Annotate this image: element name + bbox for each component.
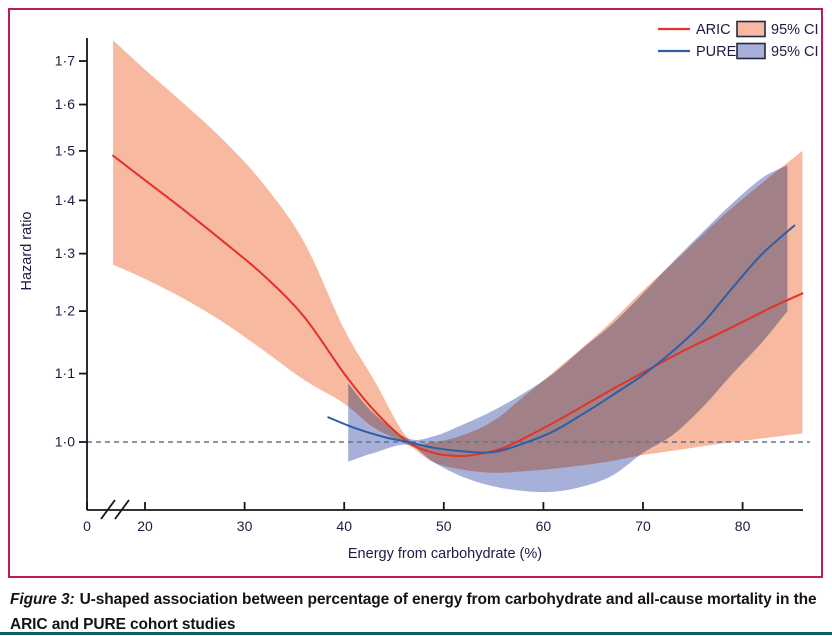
y-tick-label: 1·1 xyxy=(55,365,75,381)
legend-pure-label: PURE xyxy=(696,44,737,60)
legend-aric-label: ARIC xyxy=(696,22,731,38)
aric-curve xyxy=(112,154,804,458)
y-axis-title: Hazard ratio xyxy=(19,212,35,291)
y-tick-label: 1·0 xyxy=(55,434,75,450)
x-tick-label: 70 xyxy=(635,518,651,534)
y-tick-label: 1·4 xyxy=(55,192,75,208)
bottom-divider-rule xyxy=(0,632,832,635)
x-tick-label: 0 xyxy=(83,518,91,534)
x-tick-label: 80 xyxy=(735,518,751,534)
x-axis-break-mark xyxy=(100,499,116,520)
pure-ci-band xyxy=(348,165,788,493)
figure-panel-border xyxy=(8,8,823,578)
y-tick-label: 1·5 xyxy=(55,142,75,158)
legend-aric-ci-swatch xyxy=(736,20,766,38)
figure-caption-text: U-shaped association between percentage … xyxy=(10,591,817,633)
curves-layer xyxy=(112,154,804,458)
chart-svg: 1·01·11·21·31·41·51·61·70 20 30 40 50 60 70 80 … xyxy=(19,20,819,562)
y-tick-label: 1·7 xyxy=(55,53,75,69)
y-tick-label: 1·2 xyxy=(55,303,75,319)
x-tick-label: 60 xyxy=(536,518,552,534)
x-tick-label: 20 xyxy=(137,518,153,534)
figure-caption-number: Figure 3: xyxy=(10,591,75,608)
axes-layer xyxy=(79,38,803,520)
x-tick-label: 30 xyxy=(237,518,253,534)
x-tick-label: 40 xyxy=(336,518,352,534)
tick-labels-layer: 1·0 1·1 1·2 1·3 1·4 1·5 1·6 1·7 0 20 30 40 50 60 70 80 xyxy=(55,53,751,534)
chart-legend: ARIC 95% CI PURE 95% CI xyxy=(658,20,819,60)
y-tick-label: 1·3 xyxy=(55,245,75,261)
legend-pure-ci-label: 95% CI xyxy=(771,44,819,60)
x-axis-title: Energy from carbohydrate (%) xyxy=(348,546,542,562)
ci-bands-layer xyxy=(113,40,803,493)
x-axis-break-mark xyxy=(114,499,130,520)
legend-pure-ci-swatch xyxy=(736,42,766,60)
figure-caption: Figure 3: U-shaped association between pe… xyxy=(10,588,826,636)
pure-curve xyxy=(327,224,796,454)
legend-aric-ci-label: 95% CI xyxy=(771,22,819,38)
x-tick-label: 50 xyxy=(436,518,452,534)
y-tick-label: 1·6 xyxy=(55,96,75,112)
